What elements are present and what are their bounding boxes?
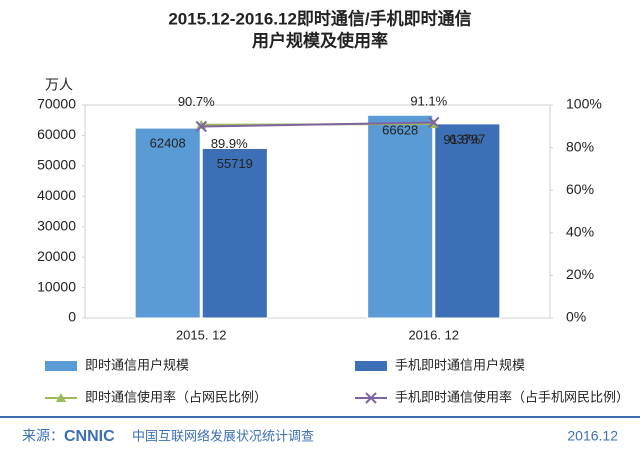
legend-label: 手机即时通信用户规模	[395, 357, 525, 372]
y2-tick-label: 60%	[566, 181, 594, 197]
x-tick-label: 2015. 12	[176, 327, 227, 342]
x-tick-label: 2016. 12	[408, 327, 459, 342]
bar-value-label: 55719	[217, 156, 253, 171]
bar	[367, 114, 434, 319]
legend-label: 手机即时通信使用率（占手机网民比例）	[395, 389, 629, 404]
chart-title: 2015.12-2016.12即时通信/手机即时通信	[168, 8, 471, 28]
legend-swatch	[45, 361, 77, 371]
bar	[434, 123, 501, 319]
y-tick-label: 40000	[37, 187, 76, 203]
bar	[134, 127, 201, 319]
y2-tick-label: 80%	[566, 138, 594, 154]
plot-frame	[84, 104, 551, 319]
bar-value-label: 66628	[382, 123, 418, 138]
series-line	[201, 121, 434, 128]
footer-logo: CNNIC	[64, 428, 115, 445]
bar-value-label: 62408	[150, 136, 186, 151]
line-marker	[365, 392, 377, 404]
legend-label: 即时通信用户规模	[85, 357, 189, 372]
line-marker	[195, 120, 207, 133]
bar	[201, 147, 268, 319]
line-value-label: 89.9%	[211, 136, 248, 151]
y-tick-label: 30000	[37, 217, 76, 233]
legend-swatch	[355, 361, 387, 371]
y2-tick-label: 0%	[566, 309, 586, 325]
y2-tick-label: 100%	[566, 96, 602, 112]
line-marker	[56, 393, 66, 402]
y-tick-label: 10000	[37, 278, 76, 294]
line-value-label: 91.1%	[410, 93, 447, 108]
line-value-label: 91.8%	[443, 132, 480, 147]
footer-source-label: 来源：	[22, 428, 64, 444]
bar-value-label: 63797	[449, 131, 485, 146]
y-tick-label: 50000	[37, 157, 76, 173]
y-axis-label: 万人	[45, 77, 73, 93]
footer-organization: 中国互联网络发展状况统计调查	[132, 428, 314, 443]
y-tick-label: 70000	[37, 96, 76, 112]
y-tick-label: 0	[68, 309, 76, 325]
legend-label: 即时通信使用率（占网民比例）	[85, 389, 267, 404]
footer-date: 2016.12	[567, 428, 618, 444]
y2-tick-label: 40%	[566, 224, 594, 240]
line-marker	[428, 116, 440, 129]
y-tick-label: 60000	[37, 126, 76, 142]
y-tick-label: 20000	[37, 248, 76, 264]
chart-subtitle: 用户规模及使用率	[252, 30, 388, 50]
y2-tick-label: 20%	[566, 266, 594, 282]
line-value-label: 90.7%	[178, 94, 215, 109]
